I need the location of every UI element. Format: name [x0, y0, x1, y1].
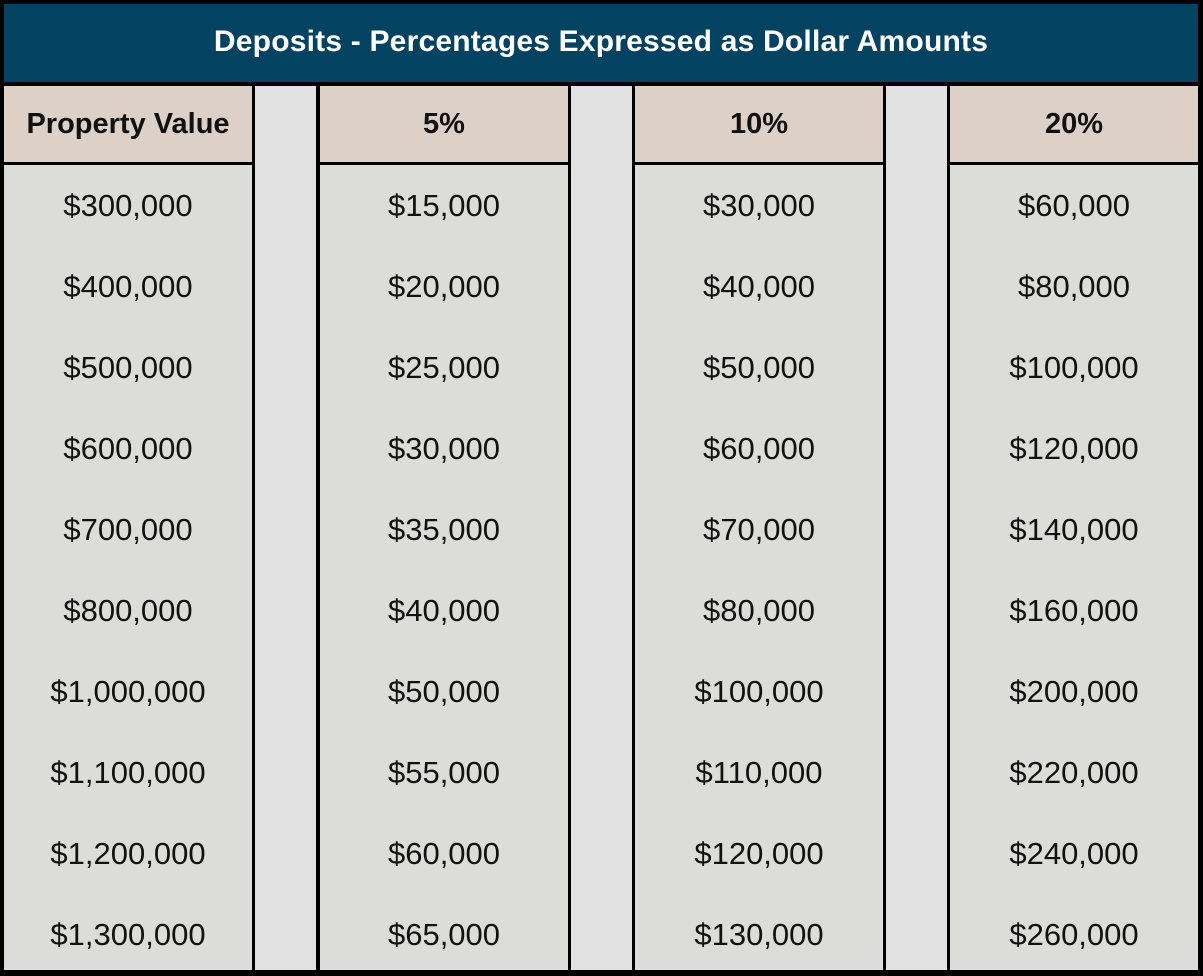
table-cell: $80,000: [702, 592, 816, 628]
table-cell: $120,000: [694, 835, 824, 871]
table-cell: $1,000,000: [50, 673, 206, 709]
column-spacer: [255, 86, 316, 970]
table-cell: $40,000: [702, 268, 816, 304]
column-header: 10%: [635, 86, 883, 165]
table-title: Deposits - Percentages Expressed as Doll…: [213, 25, 989, 58]
table-cell: $260,000: [1009, 916, 1139, 952]
column-header: 20%: [950, 86, 1198, 165]
table-cell: $35,000: [387, 511, 501, 547]
table-cell: $160,000: [1009, 592, 1139, 628]
table-cell: $400,000: [63, 268, 193, 304]
table-cell: $30,000: [387, 430, 501, 466]
column-5-percent: 5% $15,000 $20,000 $25,000 $30,000 $35,000 $4…: [320, 86, 568, 970]
table-cell: $15,000: [387, 187, 501, 223]
table-cell: $55,000: [387, 754, 501, 790]
table-cell: $25,000: [387, 349, 501, 385]
table-cell: $1,300,000: [50, 916, 206, 952]
table-cell: $60,000: [387, 835, 501, 871]
table-cell: $30,000: [702, 187, 816, 223]
table-cell: $20,000: [387, 268, 501, 304]
table-cell: $500,000: [63, 349, 193, 385]
table-cell: $130,000: [694, 916, 824, 952]
table-cell: $800,000: [63, 592, 193, 628]
table-cell: $50,000: [387, 673, 501, 709]
table-cell: $300,000: [63, 187, 193, 223]
table-cell: $110,000: [695, 754, 823, 790]
table-cell: $600,000: [63, 430, 193, 466]
table-cell: $70,000: [702, 511, 816, 547]
table-cell: $40,000: [387, 592, 501, 628]
table-cell: $80,000: [1017, 268, 1131, 304]
table-cell: $100,000: [1009, 349, 1139, 385]
table-cell: $1,200,000: [50, 835, 206, 871]
table-cell: $700,000: [63, 511, 193, 547]
title-bar: Deposits - Percentages Expressed as Doll…: [4, 4, 1198, 82]
table-cell: $50,000: [702, 349, 816, 385]
column-10-percent: 10% $30,000 $40,000 $50,000 $60,000 $70,000 $…: [635, 86, 883, 970]
table-cell: $120,000: [1009, 430, 1139, 466]
column-spacer: [886, 86, 947, 970]
column-cells: $60,000 $80,000 $100,000 $120,000 $140,000 $1…: [950, 165, 1198, 970]
table-cell: $100,000: [694, 673, 824, 709]
column-cells: $30,000 $40,000 $50,000 $60,000 $70,000 $80,0…: [635, 165, 883, 970]
table-cell: $200,000: [1009, 673, 1139, 709]
table-cell: $65,000: [387, 916, 501, 952]
column-spacer: [571, 86, 632, 970]
column-cells: $15,000 $20,000 $25,000 $30,000 $35,000 $40,0…: [320, 165, 568, 970]
column-cells: $300,000 $400,000 $500,000 $600,000 $700,000…: [4, 165, 252, 970]
table-cell: $60,000: [702, 430, 816, 466]
column-header: Property Value: [4, 86, 252, 165]
column-20-percent: 20% $60,000 $80,000 $100,000 $120,000 $140,0…: [950, 86, 1198, 970]
column-header: 5%: [320, 86, 568, 165]
table-cell: $60,000: [1017, 187, 1131, 223]
table-cell: $240,000: [1009, 835, 1139, 871]
table-cell: $1,100,000: [50, 754, 206, 790]
column-property-value: Property Value $300,000 $400,000 $500,000 $…: [4, 86, 252, 970]
deposits-table: Deposits - Percentages Expressed as Doll…: [4, 4, 1198, 970]
table-cell: $220,000: [1009, 754, 1139, 790]
table-cell: $140,000: [1009, 511, 1139, 547]
